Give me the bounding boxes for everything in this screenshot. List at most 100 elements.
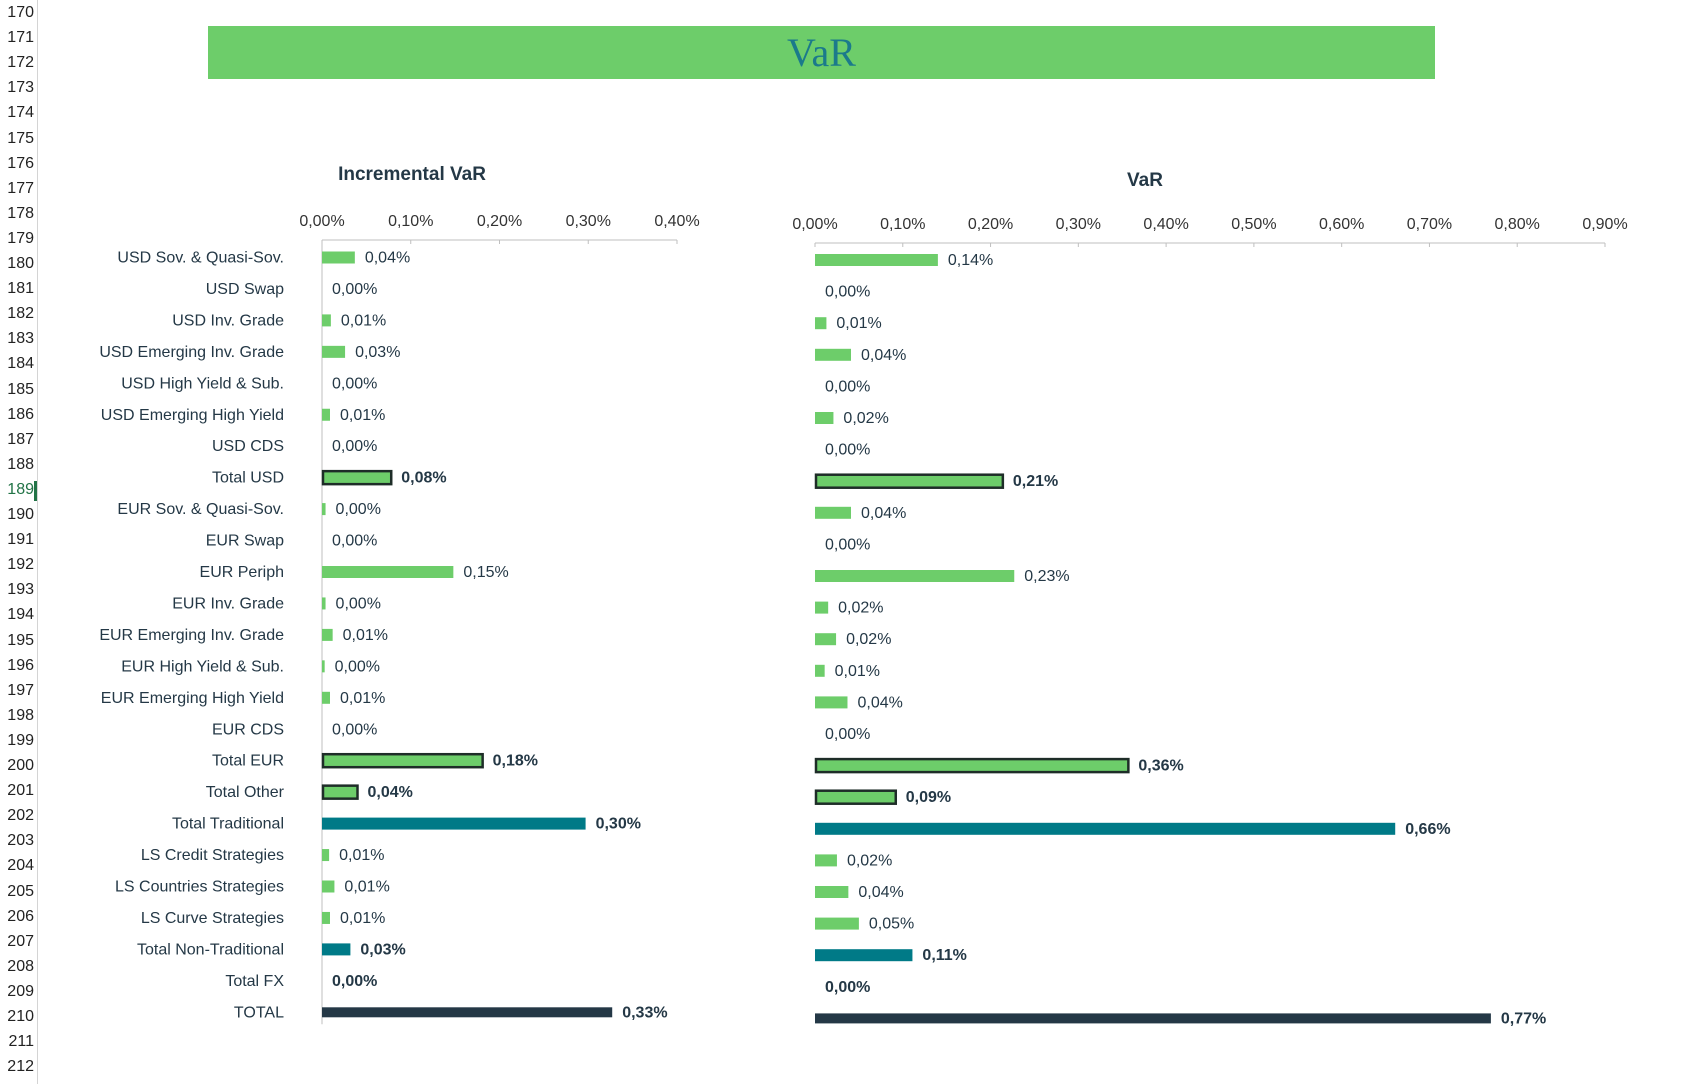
row-number[interactable]: 188 [7, 455, 34, 473]
var-bar [815, 412, 834, 424]
row-number[interactable]: 190 [7, 506, 34, 523]
var-bar [815, 886, 849, 898]
row-number[interactable]: 174 [7, 104, 34, 122]
row-number[interactable]: 194 [7, 606, 34, 624]
row-number[interactable]: 175 [7, 129, 34, 147]
row-number[interactable]: 183 [7, 330, 34, 348]
row-number[interactable]: 186 [7, 405, 34, 423]
incr-category-label: EUR Emerging Inv. Grade [99, 627, 284, 644]
row-number[interactable]: 191 [7, 531, 34, 549]
var-data-label: 0,66% [1405, 821, 1450, 838]
var-bar [815, 917, 859, 930]
row-number[interactable]: 179 [7, 229, 34, 247]
row-number[interactable]: 197 [7, 681, 34, 699]
var-data-label: 0,01% [835, 663, 880, 680]
incr-category-label: Total EUR [212, 753, 284, 770]
row-number[interactable]: 184 [7, 355, 34, 373]
row-number[interactable]: 206 [7, 907, 34, 925]
incr-data-label: 0,01% [340, 910, 385, 927]
var-data-label: 0,21% [1013, 473, 1058, 490]
incr-data-label: 0,01% [340, 690, 385, 707]
row-number[interactable]: 204 [7, 857, 34, 875]
row-number[interactable]: 172 [7, 54, 34, 72]
row-number[interactable]: 207 [7, 932, 34, 950]
var-bar [815, 506, 851, 519]
row-number[interactable]: 210 [7, 1008, 34, 1025]
var-bar [815, 822, 1396, 835]
var-data-label: 0,00% [825, 979, 870, 996]
row-number[interactable]: 185 [7, 380, 34, 398]
var-bar [814, 473, 1005, 489]
incr-data-label: 0,04% [368, 784, 413, 801]
row-number[interactable]: 196 [7, 656, 34, 674]
incr-bar [322, 660, 325, 673]
var-data-label: 0,00% [825, 726, 870, 743]
incr-bar [322, 1007, 613, 1018]
incr-category-label: LS Credit Strategies [141, 847, 284, 864]
row-number[interactable]: 177 [7, 179, 34, 197]
title-banner: VaR [208, 26, 1435, 79]
row-number[interactable]: 212 [7, 1058, 34, 1076]
var-tick-label: 0,90% [1582, 216, 1627, 233]
var-bar [815, 348, 851, 361]
var-bar [815, 254, 938, 266]
row-number[interactable]: 193 [7, 581, 34, 599]
row-number[interactable]: 211 [8, 1033, 34, 1051]
row-number[interactable]: 199 [7, 731, 34, 749]
incr-bar [322, 503, 326, 516]
incr-data-label: 0,01% [340, 407, 385, 424]
var-bar [815, 696, 848, 709]
incr-data-label: 0,01% [339, 847, 384, 864]
var-tick-label: 0,80% [1495, 216, 1540, 233]
incr-tick-label: 0,40% [654, 213, 699, 230]
incr-tick-label: 0,30% [566, 213, 611, 230]
row-number[interactable]: 200 [7, 757, 34, 774]
incr-data-label: 0,30% [596, 816, 641, 833]
row-number[interactable]: 209 [7, 982, 34, 1000]
var-bar [815, 570, 1015, 582]
row-number[interactable]: 205 [7, 882, 34, 900]
incr-bar [322, 817, 586, 830]
row-number[interactable]: 195 [7, 631, 34, 649]
incr-bar [321, 752, 484, 769]
incr-category-label: USD Sov. & Quasi-Sov. [117, 250, 284, 267]
row-number[interactable]: 201 [7, 782, 34, 800]
row-number[interactable]: 202 [7, 807, 34, 825]
row-number[interactable]: 208 [7, 957, 34, 975]
var-data-label: 0,04% [857, 694, 902, 711]
incr-data-label: 0,03% [360, 941, 405, 958]
incr-bar [322, 314, 331, 327]
var-data-label: 0,04% [858, 884, 903, 901]
row-number[interactable]: 178 [7, 204, 34, 222]
var-tick-label: 0,60% [1319, 216, 1364, 233]
incr-bar [322, 691, 330, 704]
row-number[interactable]: 180 [7, 255, 34, 272]
incr-category-label: USD High Yield & Sub. [121, 375, 284, 392]
incr-bar [321, 784, 359, 800]
row-number[interactable]: 187 [7, 430, 34, 448]
incr-category-label: EUR Sov. & Quasi-Sov. [117, 501, 284, 518]
row-number[interactable]: 181 [7, 280, 34, 298]
incr-category-label: Total FX [225, 973, 284, 990]
incr-bar [321, 469, 393, 486]
row-number[interactable]: 173 [7, 79, 34, 97]
banner-title: VaR [787, 30, 856, 75]
row-number[interactable]: 189 [7, 480, 34, 498]
var-chart-title: VaR [1127, 170, 1163, 191]
incr-data-label: 0,00% [332, 973, 377, 990]
row-number[interactable]: 198 [7, 706, 34, 724]
row-number[interactable]: 192 [7, 556, 34, 574]
incr-bar [322, 943, 351, 956]
row-number[interactable]: 176 [7, 154, 34, 172]
row-number[interactable]: 170 [7, 4, 34, 21]
var-bar [815, 854, 837, 867]
row-number[interactable]: 171 [7, 29, 34, 47]
incr-category-label: USD Swap [206, 281, 284, 298]
var-bar [815, 949, 913, 962]
incr-category-label: EUR CDS [212, 721, 284, 738]
row-number[interactable]: 203 [7, 832, 34, 850]
var-data-label: 0,04% [861, 505, 906, 522]
incr-data-label: 0,01% [343, 627, 388, 644]
row-number[interactable]: 182 [7, 305, 34, 323]
